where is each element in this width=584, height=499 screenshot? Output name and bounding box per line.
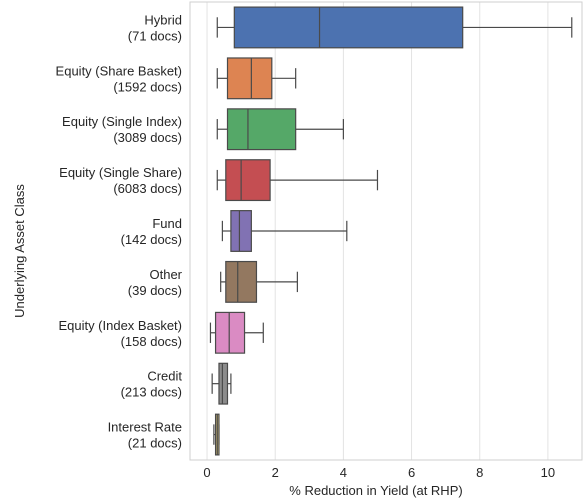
category-label: Interest Rate	[108, 420, 182, 435]
x-tick-label: 8	[476, 465, 483, 480]
category-label: Other	[149, 267, 182, 282]
box	[227, 109, 295, 150]
category-count-label: (213 docs)	[121, 385, 182, 400]
box	[226, 160, 270, 201]
category-count-label: (142 docs)	[121, 232, 182, 247]
x-tick-label: 10	[541, 465, 555, 480]
category-label: Equity (Single Share)	[59, 165, 182, 180]
x-axis-label: % Reduction in Yield (at RHP)	[289, 483, 462, 498]
category-count-label: (6083 docs)	[113, 181, 182, 196]
x-tick-label: 0	[203, 465, 210, 480]
category-count-label: (39 docs)	[128, 283, 182, 298]
category-count-label: (3089 docs)	[113, 130, 182, 145]
category-count-label: (158 docs)	[121, 334, 182, 349]
y-axis-label: Underlying Asset Class	[12, 184, 27, 318]
category-label: Equity (Share Basket)	[56, 63, 182, 78]
category-label: Equity (Index Basket)	[58, 318, 182, 333]
box	[231, 211, 251, 252]
category-label: Fund	[152, 216, 182, 231]
category-label: Credit	[147, 369, 182, 384]
box	[226, 262, 257, 303]
x-tick-label: 2	[272, 465, 279, 480]
category-label: Hybrid	[144, 12, 182, 27]
category-count-label: (21 docs)	[128, 436, 182, 451]
x-tick-label: 4	[340, 465, 347, 480]
box	[227, 58, 271, 99]
box	[234, 7, 462, 48]
category-count-label: (71 docs)	[128, 28, 182, 43]
category-label: Equity (Single Index)	[62, 114, 182, 129]
box	[219, 363, 228, 404]
category-count-label: (1592 docs)	[113, 79, 182, 94]
box	[216, 312, 245, 353]
x-tick-label: 6	[408, 465, 415, 480]
